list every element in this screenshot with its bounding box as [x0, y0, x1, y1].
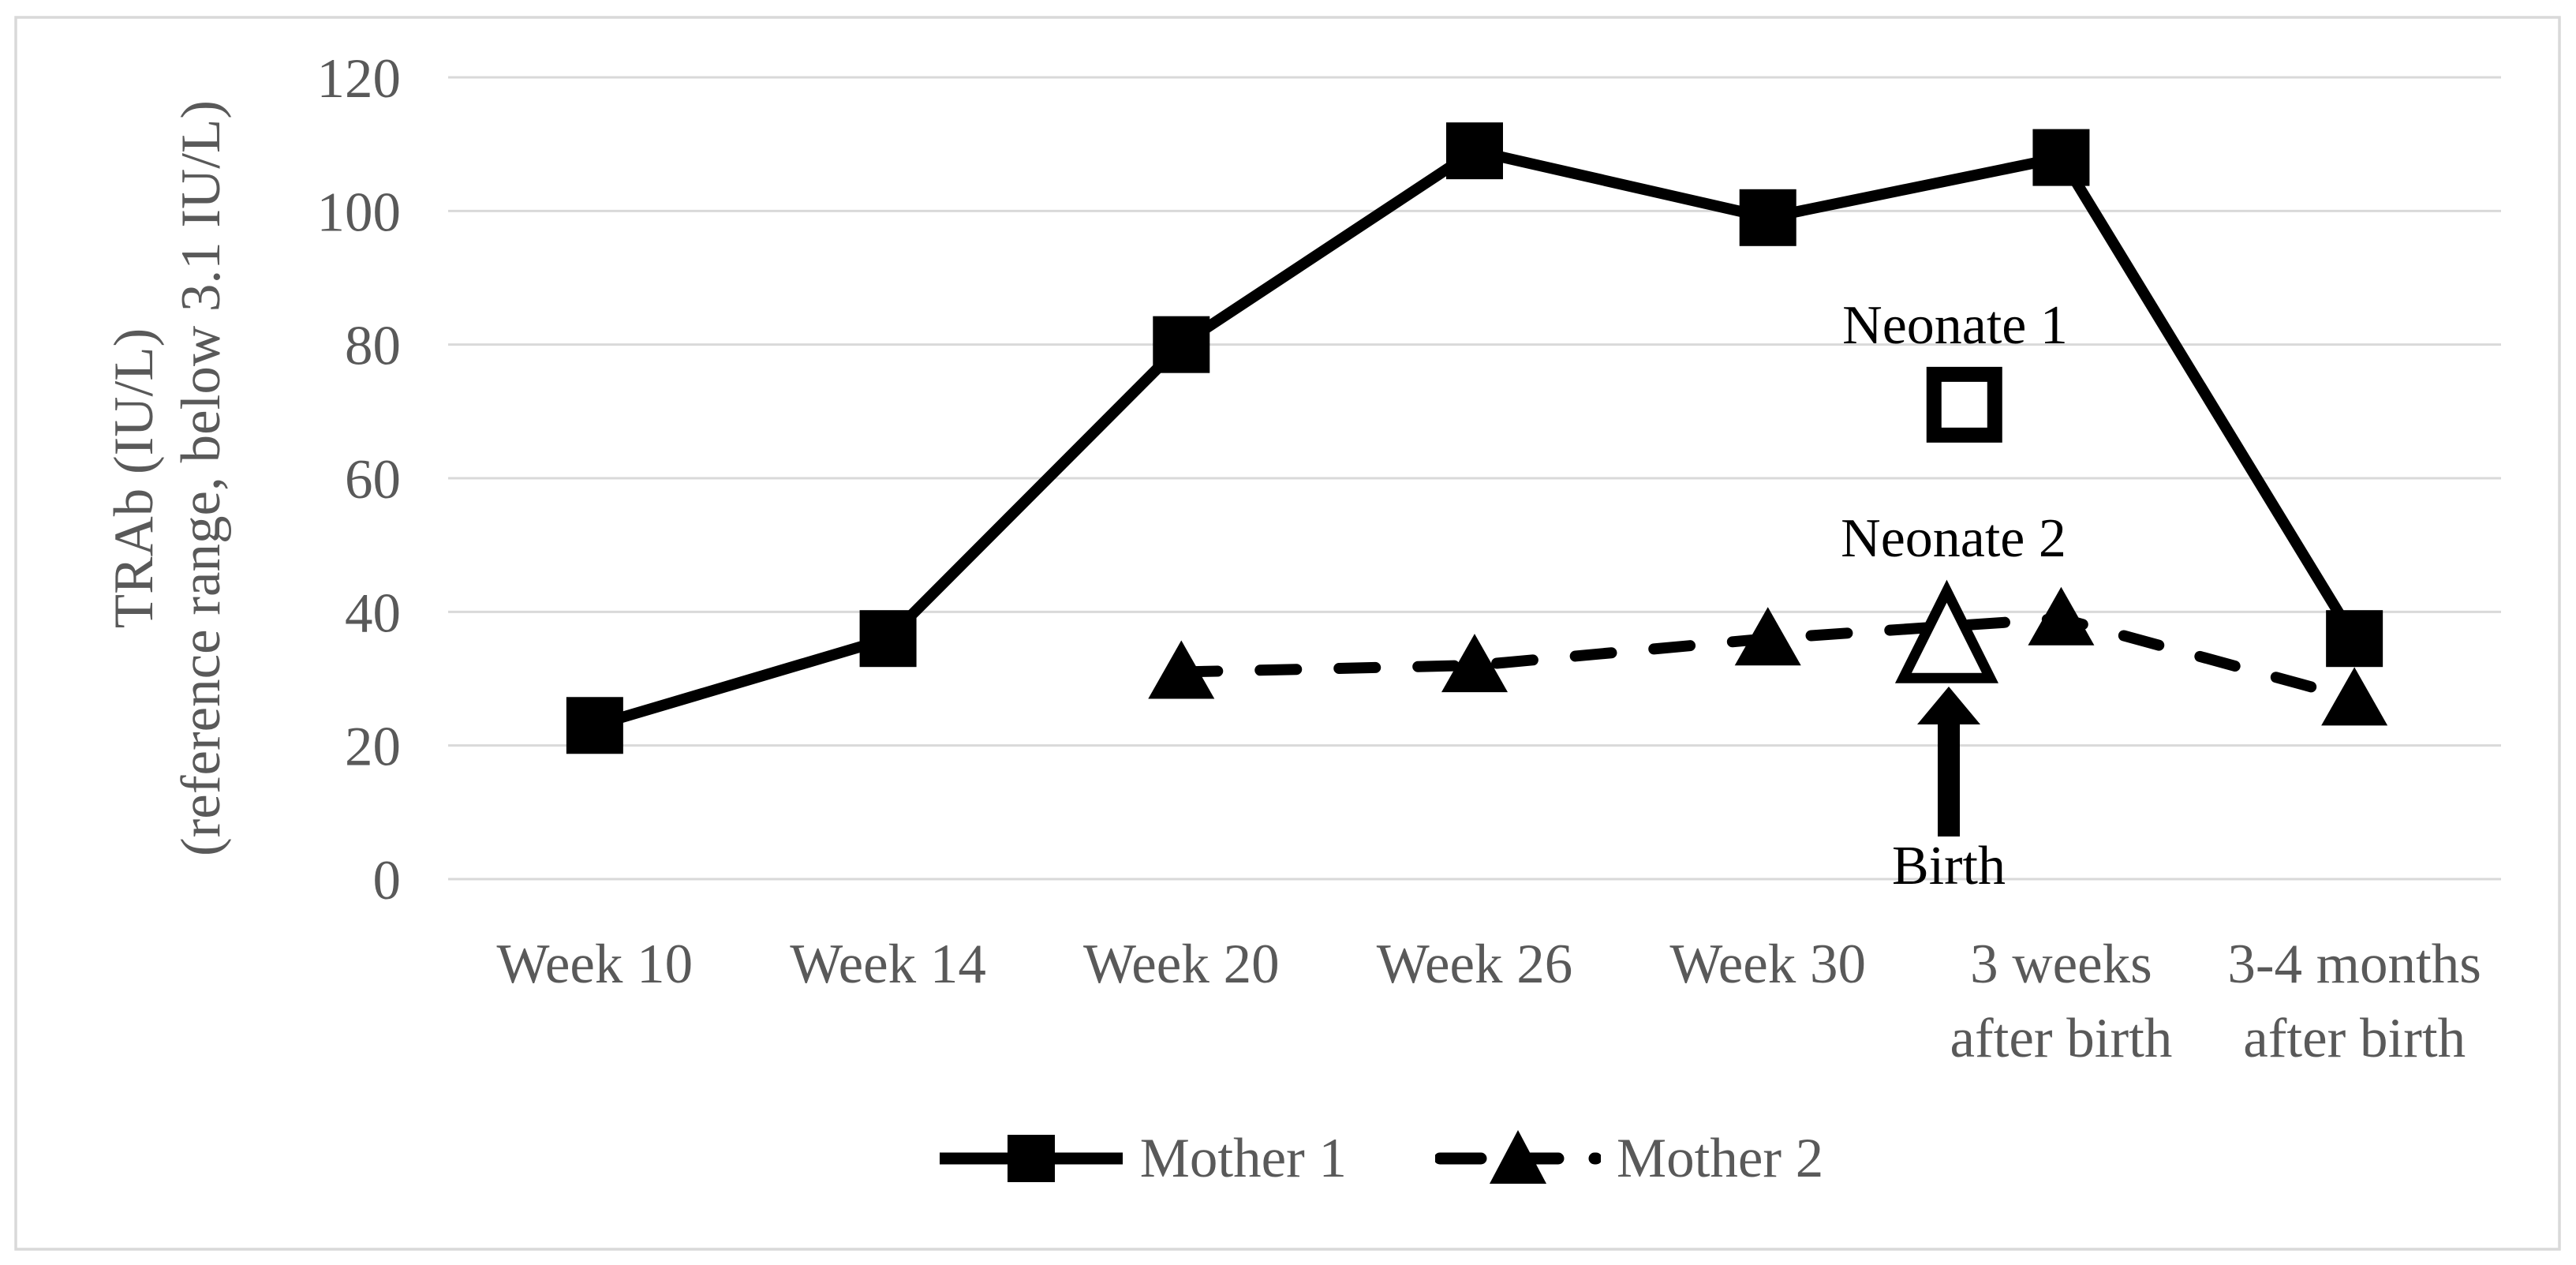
neonate-1-label: Neonate 1: [1842, 295, 2068, 356]
x-category-label: after birth: [1950, 1008, 2172, 1069]
y-axis-title-line2: (reference range, below 3.1 IU/L): [170, 100, 232, 856]
y-axis-title-line1: TRAb (IU/L): [103, 328, 165, 629]
neonate-2-label: Neonate 2: [1841, 508, 2066, 569]
x-category-label: 3 weeks: [1970, 934, 2152, 995]
y-tick-label: 20: [345, 717, 401, 778]
y-tick-label: 60: [345, 449, 401, 511]
y-tick-label: 40: [345, 582, 401, 644]
y-tick-label: 0: [373, 850, 402, 911]
birth-arrow-icon: [1917, 687, 1980, 836]
mother-2-data-marker: [1441, 634, 1508, 693]
mother-1-legend-marker: [939, 1135, 1123, 1182]
y-tick-label: 80: [345, 316, 401, 377]
mother-2-data-marker: [2321, 667, 2388, 726]
x-category-label: Week 20: [1083, 934, 1280, 995]
mother-1-data-marker: [1739, 189, 1796, 246]
legend-label-mother-2: Mother 2: [1617, 1127, 1824, 1189]
legend-item-mother-2: Mother 2: [1435, 1121, 1823, 1196]
mother-1-data-marker: [1446, 122, 1503, 180]
y-tick-label: 120: [317, 48, 402, 110]
mother-2-legend-marker: [1435, 1130, 1601, 1184]
mother-1-data-marker: [2032, 129, 2090, 186]
mother-1-data-marker: [566, 697, 623, 754]
neonate-2-marker: [1894, 579, 1998, 683]
mother-1-data-marker: [1153, 316, 1210, 373]
x-category-label: Week 10: [497, 934, 694, 995]
mother-2-data-marker: [1734, 607, 1801, 666]
x-category-label: Week 14: [790, 934, 986, 995]
birth-label: Birth: [1892, 836, 2006, 896]
legend-item-mother-1: Mother 1: [938, 1121, 1347, 1196]
mother-1-data-marker: [859, 610, 917, 668]
x-category-label: 3-4 months: [2227, 934, 2481, 995]
mother-1-data-marker: [2326, 610, 2383, 668]
legend-label-mother-1: Mother 1: [1139, 1127, 1347, 1189]
y-tick-label: 100: [317, 182, 402, 243]
x-category-label: after birth: [2243, 1008, 2466, 1069]
x-category-label: Week 26: [1377, 934, 1573, 995]
neonate-1-marker: [1926, 366, 2002, 443]
mother-2-data-marker: [1148, 640, 1215, 699]
legend: Mother 1 Mother 2: [0, 1103, 2576, 1214]
x-category-label: Week 30: [1669, 934, 1866, 995]
mother-2-data-marker: [2028, 586, 2095, 646]
figure-border: [14, 16, 2561, 1251]
